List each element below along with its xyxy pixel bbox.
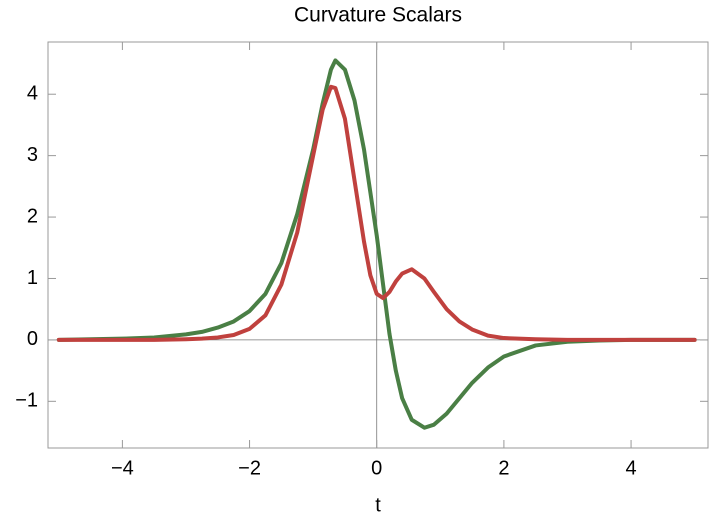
- series-line: [56, 84, 697, 342]
- x-axis-label: t: [375, 494, 381, 516]
- series-line: [56, 58, 697, 430]
- chart-title: Curvature Scalars: [294, 4, 462, 27]
- x-tick-label: −2: [238, 457, 261, 479]
- plot-frame: [47, 41, 709, 449]
- y-tick-label: 2: [27, 205, 38, 227]
- y-tick-label: 1: [27, 267, 38, 289]
- y-tick-label: 4: [27, 82, 38, 104]
- x-tick-label: 0: [371, 457, 382, 479]
- y-tick-label: −1: [15, 390, 38, 412]
- x-tick-label: 2: [498, 457, 509, 479]
- x-tick-label: 4: [626, 457, 637, 479]
- x-tick-label: −4: [111, 457, 134, 479]
- y-tick-label: 3: [27, 144, 38, 166]
- y-tick-label: 0: [27, 328, 38, 350]
